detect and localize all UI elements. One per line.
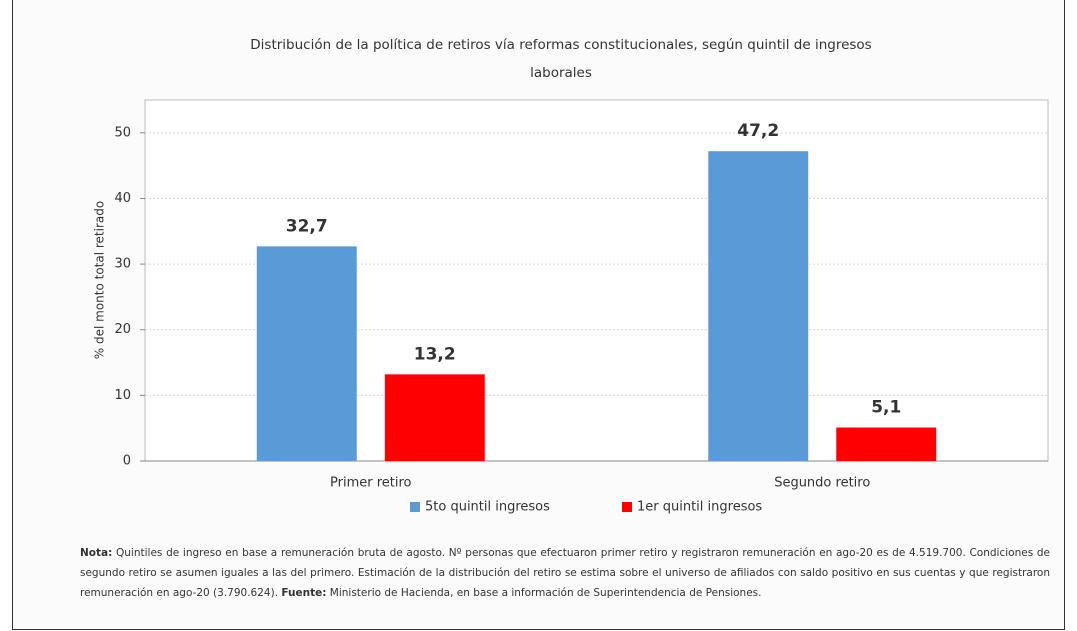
value-label: 13,2 [414,344,456,364]
y-tick-label: 20 [114,322,131,337]
bar [256,246,357,461]
chart-title: Distribución de la política de retiros v… [250,37,871,81]
legend-swatch [410,502,420,512]
y-axis-label: % del monto total retirado [93,201,107,359]
y-tick-label: 0 [123,454,131,469]
x-tick-label: Segundo retiro [774,476,870,491]
value-label: 47,2 [737,121,779,141]
note: Nota: Quintiles de ingreso en base a rem… [80,543,1050,603]
source-text: Ministerio de Hacienda, en base a inform… [329,587,762,599]
value-label: 5,1 [871,398,901,418]
bar [384,374,485,461]
legend-label: 5to quintil ingresos [425,500,550,515]
source-label: Fuente: [281,587,327,599]
y-tick-label: 10 [114,388,131,403]
bar [836,427,937,461]
note-label: Nota: [80,547,113,559]
value-label: 32,7 [286,216,328,236]
note-text: Quintiles de ingreso en base a remunerac… [80,547,1050,599]
bar [708,151,809,462]
legend-swatch [622,502,632,512]
x-tick-label: Primer retiro [330,476,412,491]
y-tick-label: 50 [114,125,131,140]
y-tick-label: 30 [114,257,131,272]
legend-label: 1er quintil ingresos [637,500,762,515]
y-tick-label: 40 [114,191,131,206]
